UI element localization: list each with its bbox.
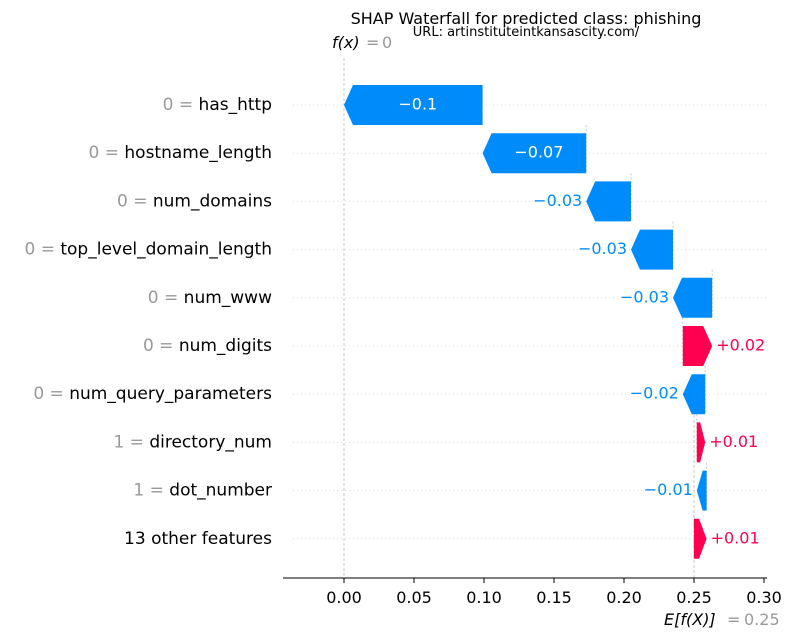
feature-name: num_query_parameters bbox=[69, 384, 272, 404]
waterfall-bar bbox=[482, 133, 587, 174]
efx-equals: = bbox=[727, 610, 740, 629]
bar-value-label: −0.03 bbox=[620, 287, 669, 306]
feature-label: 1 = directory_num bbox=[113, 432, 272, 452]
feature-name: num_domains bbox=[153, 191, 272, 211]
x-tick-label: 0.10 bbox=[466, 588, 502, 607]
feature-name: num_www bbox=[184, 288, 272, 308]
waterfall-bar bbox=[344, 85, 483, 125]
x-tick-label: 0.20 bbox=[606, 588, 642, 607]
feature-label: 0 = has_http bbox=[163, 95, 272, 115]
feature-name: top_level_domain_length bbox=[60, 240, 272, 260]
feature-label: 13 other features bbox=[124, 529, 272, 549]
feature-label: 1 = dot_number bbox=[133, 481, 272, 501]
efx-annotation: E[f(X)] = 0.25 bbox=[664, 610, 780, 629]
x-tick-label: 0.00 bbox=[326, 588, 362, 607]
waterfall-bar bbox=[586, 181, 631, 222]
feature-value: 0 = bbox=[163, 95, 199, 115]
feature-label: 0 = hostname_length bbox=[89, 143, 272, 163]
x-tick-label: 0.30 bbox=[746, 588, 782, 607]
chart-title: SHAP Waterfall for predicted class: phis… bbox=[351, 9, 702, 28]
feature-name: has_http bbox=[199, 95, 272, 115]
feature-value: 0 = bbox=[24, 240, 60, 260]
bar-value-label: −0.1 bbox=[398, 95, 437, 114]
waterfall-bar bbox=[631, 229, 673, 270]
fx-annotation: f(x) = 0 bbox=[332, 33, 392, 52]
x-axis: 0.00 0.05 0.10 0.15 0.20 0.25 0.30 bbox=[283, 577, 782, 607]
efx-label: E[f(X)] bbox=[664, 610, 716, 629]
feature-name: dot_number bbox=[169, 481, 272, 501]
waterfall-bar bbox=[696, 422, 706, 463]
feature-label: 0 = num_query_parameters bbox=[33, 384, 272, 404]
feature-label: 0 = num_domains bbox=[117, 191, 272, 211]
feature-value: 1 = bbox=[133, 481, 169, 501]
feature-value: 0 = bbox=[143, 336, 179, 356]
fx-value: 0 bbox=[382, 33, 392, 52]
bar-value-label: −0.02 bbox=[630, 384, 679, 403]
feature-value: 0 = bbox=[89, 143, 125, 163]
waterfall-bar bbox=[682, 326, 713, 366]
x-tick-label: 0.15 bbox=[536, 588, 572, 607]
fx-label: f(x) bbox=[332, 33, 360, 52]
efx-value: 0.25 bbox=[744, 610, 780, 629]
feature-value: 1 = bbox=[113, 432, 149, 452]
feature-label: 0 = num_www bbox=[148, 288, 272, 308]
waterfall-bar bbox=[696, 470, 707, 511]
chart-subtitle: URL: artinstituteintkansascity.com/ bbox=[413, 25, 640, 40]
feature-name: hostname_length bbox=[124, 143, 272, 163]
waterfall-bar bbox=[673, 277, 713, 318]
x-tick-label: 0.05 bbox=[396, 588, 432, 607]
feature-name: directory_num bbox=[149, 432, 272, 452]
bar-value-label: +0.01 bbox=[709, 432, 758, 451]
bar-value-label: +0.02 bbox=[716, 336, 765, 355]
feature-label: 0 = top_level_domain_length bbox=[24, 240, 272, 260]
bar-value-label: −0.03 bbox=[533, 191, 582, 210]
feature-value: 0 = bbox=[33, 384, 69, 404]
feature-value: 0 = bbox=[148, 288, 184, 308]
waterfall-bar bbox=[682, 374, 706, 415]
feature-name: num_digits bbox=[179, 336, 272, 356]
feature-label: 0 = num_digits bbox=[143, 336, 272, 356]
bar-value-label: −0.03 bbox=[578, 239, 627, 258]
bar-value-label: −0.07 bbox=[514, 143, 563, 162]
x-tick-label: 0.25 bbox=[676, 588, 712, 607]
feature-name: 13 other features bbox=[124, 529, 272, 549]
waterfall-bar bbox=[694, 518, 707, 559]
bar-value-label: −0.01 bbox=[644, 480, 693, 499]
bars-layer: −0.1 −0.07 −0.03 −0.03 −0.03 +0.02 −0.02 +0.01 −… bbox=[344, 85, 765, 559]
bar-value-label: +0.01 bbox=[711, 528, 760, 547]
fx-equals: = bbox=[366, 33, 379, 52]
feature-value: 0 = bbox=[117, 191, 153, 211]
